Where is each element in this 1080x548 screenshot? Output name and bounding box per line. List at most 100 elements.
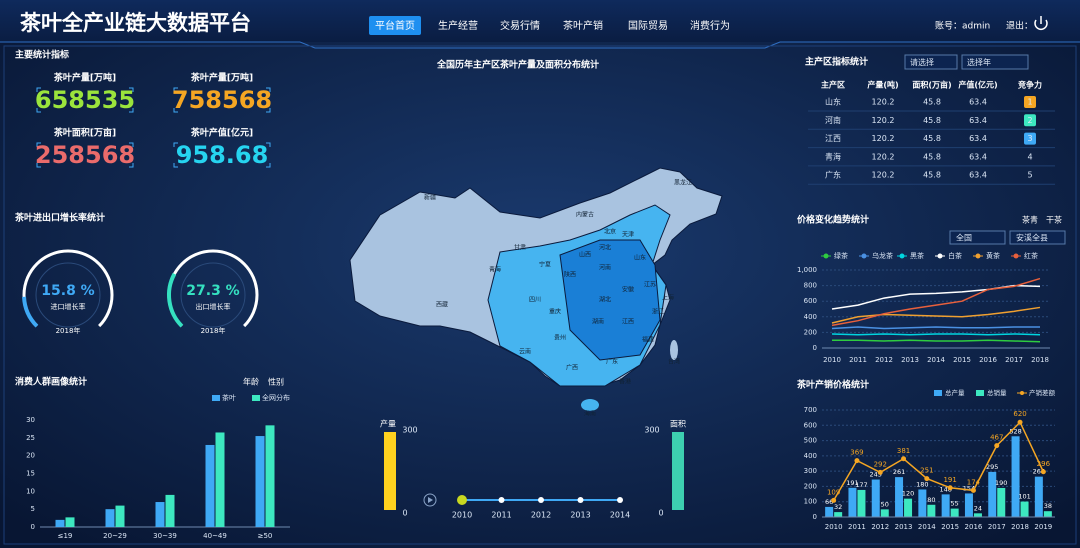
x-tick-label: 2011 xyxy=(849,356,867,364)
legend-dot xyxy=(899,253,905,259)
play-icon[interactable] xyxy=(428,497,433,503)
timeline-dot[interactable] xyxy=(457,495,467,505)
section-title: 主要统计指标 xyxy=(15,49,69,61)
province-label: 陕西 xyxy=(564,271,576,279)
y-tick-label: 300 xyxy=(804,467,817,475)
bar-value-label: 24 xyxy=(974,504,982,512)
kpi-bracket xyxy=(36,142,134,168)
gauge-value: 15.8 % xyxy=(41,283,94,299)
y-tick-label: 20 xyxy=(26,452,35,460)
bar xyxy=(65,517,75,527)
tab[interactable]: 性别 xyxy=(268,377,284,387)
timeline-year: 2013 xyxy=(570,511,590,520)
map-island xyxy=(670,340,678,360)
y-tick-label: 0 xyxy=(31,523,35,531)
bar xyxy=(950,508,959,517)
gauge-label: 出口增长率 xyxy=(196,302,231,311)
kpi-value: 758568 xyxy=(172,86,272,114)
bar xyxy=(997,487,1006,517)
y-tick-label: 600 xyxy=(804,297,817,305)
province-label: 江西 xyxy=(622,319,634,326)
table-header: 竞争力 xyxy=(1017,80,1042,90)
table-cell: 63.4 xyxy=(969,134,987,143)
table-header: 主产区 xyxy=(821,80,845,90)
line-series xyxy=(833,420,1045,501)
table-cell: 63.4 xyxy=(969,98,987,107)
logout[interactable]: 退出： xyxy=(1006,20,1033,32)
nav-item[interactable]: 生产经营 xyxy=(438,19,478,32)
nav-item[interactable]: 平台首页 xyxy=(375,19,415,32)
line-point xyxy=(947,485,953,491)
tab[interactable]: 茶青 xyxy=(1022,215,1038,225)
province-label: 台湾 xyxy=(668,358,680,366)
province-label: 黑龙江 xyxy=(674,179,692,187)
y-tick-label: 800 xyxy=(804,282,817,290)
bar xyxy=(1043,511,1052,517)
province-label: 新疆 xyxy=(424,194,436,202)
nav-item[interactable]: 茶叶产销 xyxy=(563,19,603,32)
bar xyxy=(941,494,950,517)
nav-item[interactable]: 消费行为 xyxy=(690,19,730,32)
timeline-dot[interactable] xyxy=(498,497,505,503)
table-header: 面积(万亩) xyxy=(912,80,951,90)
y-tick-label: 100 xyxy=(804,498,817,506)
timeline-dot[interactable] xyxy=(617,497,623,503)
filter-box[interactable] xyxy=(949,230,1006,245)
legend-label: 红茶 xyxy=(1024,251,1038,260)
rank-badge xyxy=(1024,96,1036,108)
province-label: 贵州 xyxy=(554,334,566,342)
tab[interactable]: 年龄 xyxy=(243,377,259,387)
gauge-arc xyxy=(22,296,39,328)
filter-text: 全国 xyxy=(956,233,972,243)
line-series xyxy=(831,306,1041,324)
timeline-dot[interactable] xyxy=(538,497,544,503)
bar xyxy=(1011,436,1020,517)
x-tick-label: 2016 xyxy=(979,356,997,364)
bar xyxy=(871,479,880,517)
bar-value-label: 264 xyxy=(1033,468,1045,476)
table-header: 产值(亿元) xyxy=(958,80,997,90)
y-tick-label: 0 xyxy=(813,513,817,521)
nav-item[interactable]: 交易行情 xyxy=(500,19,540,32)
frame xyxy=(3,45,1077,545)
scale-bar xyxy=(384,432,396,510)
x-tick-label: ≤19 xyxy=(58,532,73,540)
bar-value-label: 66 xyxy=(825,498,833,506)
bar xyxy=(165,494,175,527)
legend-label: 全网分布 xyxy=(262,393,290,402)
scale-name: 面积 xyxy=(670,419,686,429)
legend-dot xyxy=(861,253,867,259)
bar xyxy=(857,489,866,517)
table-cell: 120.2 xyxy=(872,116,895,125)
timeline-year: 2010 xyxy=(452,511,472,520)
bar-value-label: 120 xyxy=(902,490,914,498)
line-value-label: 251 xyxy=(920,467,933,475)
bar xyxy=(904,498,913,517)
filter-box[interactable] xyxy=(904,54,958,70)
filter-box[interactable] xyxy=(1009,230,1066,245)
nav-item[interactable]: 国际贸易 xyxy=(628,20,668,32)
table-cell: 江西 xyxy=(825,134,841,143)
nav-active[interactable] xyxy=(369,16,421,35)
table-cell: 45.8 xyxy=(923,116,941,125)
power-icon[interactable] xyxy=(1034,16,1048,30)
y-tick-label: 1,000 xyxy=(797,266,817,274)
bar-value-label: 245 xyxy=(870,471,882,479)
province-label: 广东 xyxy=(606,358,618,366)
bar xyxy=(155,502,165,527)
timeline-dot[interactable] xyxy=(577,497,584,503)
bar xyxy=(918,489,927,517)
x-tick-label: 2012 xyxy=(871,523,889,531)
line-point xyxy=(831,497,837,503)
y-tick-label: 5 xyxy=(31,505,35,513)
play-button[interactable] xyxy=(423,493,437,507)
filter-box[interactable] xyxy=(961,54,1029,70)
scale-min: 0 xyxy=(402,509,407,518)
bar xyxy=(105,509,115,527)
tab[interactable]: 干茶 xyxy=(1046,215,1062,225)
bar xyxy=(988,471,997,517)
table-cell: 3 xyxy=(1027,134,1032,143)
legend-dot xyxy=(1020,391,1024,395)
x-tick-label: 2014 xyxy=(927,356,945,364)
bar-value-label: 101 xyxy=(1018,493,1030,501)
